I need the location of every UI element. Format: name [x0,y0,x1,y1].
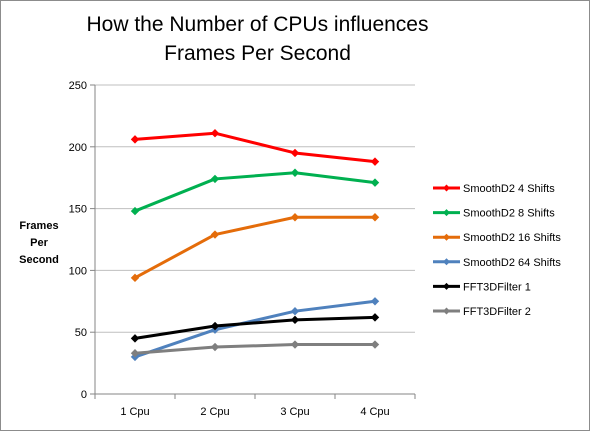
data-point [210,321,220,331]
legend-marker [443,282,450,290]
data-point [130,349,140,358]
y-tick-label: 0 [81,389,87,401]
data-point [210,342,220,352]
x-tick-label: 2 Cpu [200,406,229,418]
legend-label: FFT3DFilter 2 [463,306,531,318]
data-point [370,340,380,349]
legend-marker [443,209,450,217]
chart-title: How the Number of CPUs influences Frames… [40,10,475,68]
data-point [130,135,140,144]
data-point [290,213,300,222]
data-point [210,128,220,138]
series-line [133,299,377,359]
data-point [210,174,220,184]
legend-label: FFT3DFilter 1 [463,281,531,293]
x-tick-label: 4 Cpu [360,406,389,418]
data-point [290,148,300,158]
legend-label: SmoothD2 8 Shifts [463,208,555,220]
series-line [133,215,377,280]
chart-title-line-1: How the Number of CPUs influences [86,13,429,36]
x-tick-label: 3 Cpu [280,406,309,418]
legend-marker [443,233,450,241]
series-line [133,315,377,340]
data-point [370,297,380,306]
data-point [370,178,380,187]
y-tick-label: 200 [69,142,87,154]
chart-title-line-2: Frames Per Second [164,42,351,65]
data-point [290,315,300,325]
y-axis-title: Second [19,254,59,266]
data-point [370,313,380,322]
data-point [130,334,140,343]
legend-marker [443,258,450,266]
series-line [133,131,377,164]
legend-marker [443,184,450,192]
series-line [133,171,377,213]
legend-label: SmoothD2 16 Shifts [463,232,561,244]
y-tick-label: 100 [69,265,87,277]
legend-label: SmoothD2 4 Shifts [463,183,555,195]
data-point [290,306,300,316]
data-point [130,273,140,283]
data-point [370,157,380,166]
y-tick-label: 50 [75,327,87,339]
x-tick-label: 1 Cpu [120,406,149,418]
data-point [370,213,380,222]
data-point [290,340,300,349]
legend-marker [443,307,450,315]
y-axis-title: Frames [19,220,58,232]
data-point [210,230,220,239]
data-point [130,206,140,216]
y-tick-label: 150 [69,204,87,216]
legend-label: SmoothD2 64 Shifts [463,257,561,269]
y-tick-label: 250 [69,80,87,92]
y-axis-title: Per [30,237,48,249]
data-point [290,168,300,177]
series-line [133,343,377,355]
